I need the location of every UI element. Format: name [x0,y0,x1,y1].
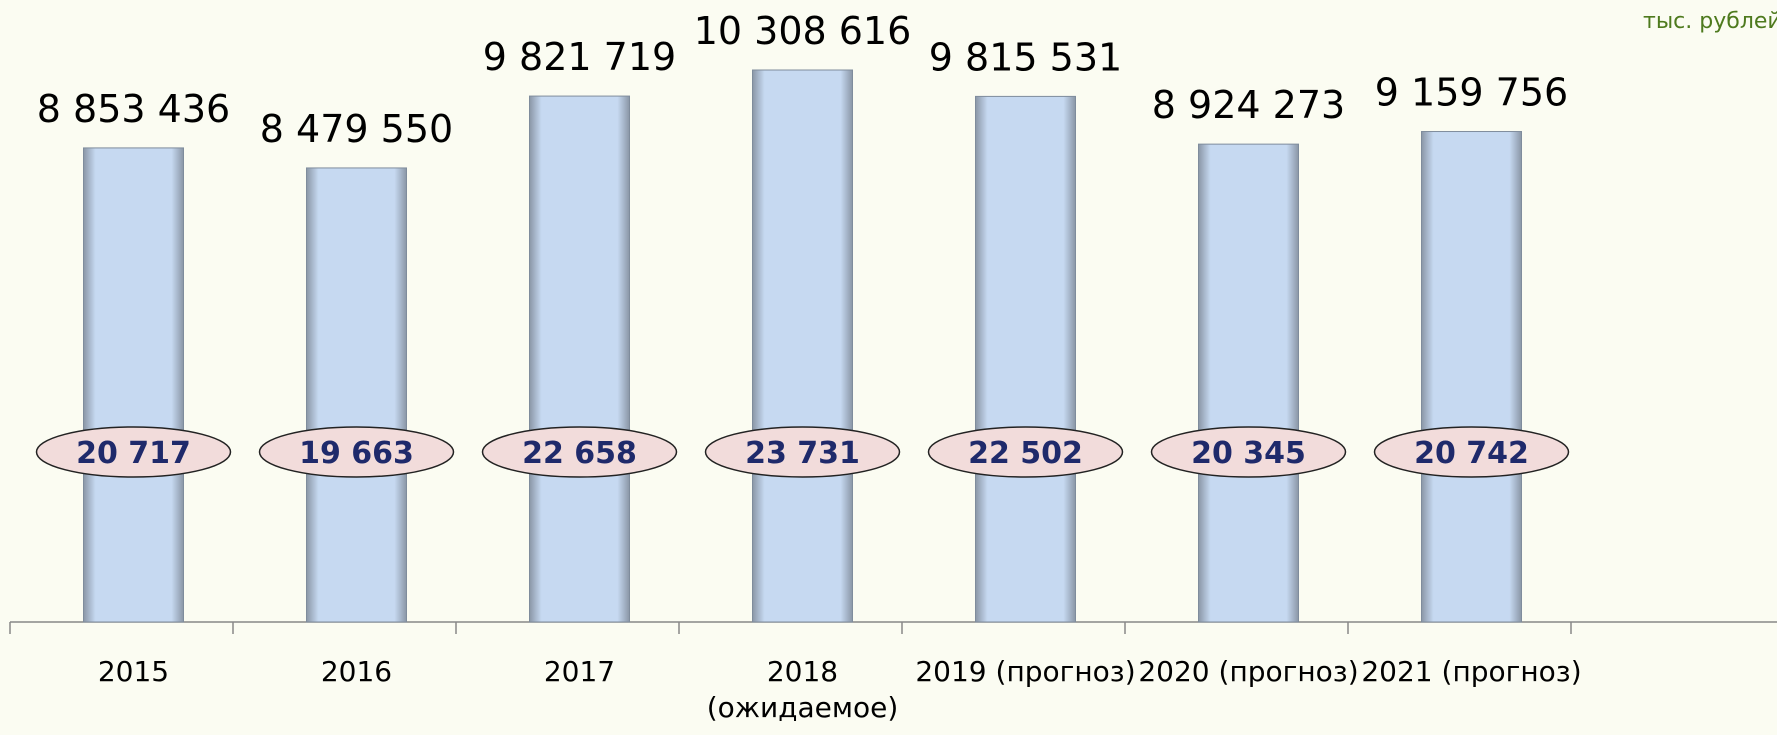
unit-note: тыс. рублей [1643,9,1777,34]
bar [307,168,407,622]
secondary-label: 20 345 [1191,436,1306,471]
secondary-label: 20 742 [1414,436,1529,471]
secondary-label: 22 502 [968,436,1083,471]
x-tick-label: 2021 (прогноз) [1360,654,1583,690]
page: тыс. рублей 8 853 436 20 717 8 479 550 19 6… [0,0,1777,735]
x-tick-label: 2018 (ожидаемое) [691,654,914,726]
value-label: 8 853 436 [37,87,230,131]
secondary-label: 20 717 [76,436,191,471]
secondary-label: 19 663 [299,436,414,471]
x-tick-label: 2017 [468,654,691,690]
bar [1422,132,1522,622]
value-label: 9 815 531 [929,35,1122,79]
value-label: 9 821 719 [483,35,676,79]
value-label: 9 159 756 [1375,71,1568,115]
secondary-label: 23 731 [745,436,860,471]
bar [530,96,630,622]
x-tick-label: 2019 (прогноз) [914,654,1137,690]
bar [84,148,184,622]
chart: тыс. рублей 8 853 436 20 717 8 479 550 19 6… [0,0,1777,735]
value-label: 8 924 273 [1152,83,1345,127]
value-label: 8 479 550 [260,107,453,151]
x-tick-label: 2016 [245,654,468,690]
x-tick-label: 2015 [22,654,245,690]
bar [1199,144,1299,622]
value-label: 10 308 616 [694,9,912,53]
x-tick-label: 2020 (прогноз) [1137,654,1360,690]
bar [753,70,853,622]
bar [976,96,1076,622]
secondary-label: 22 658 [522,436,637,471]
